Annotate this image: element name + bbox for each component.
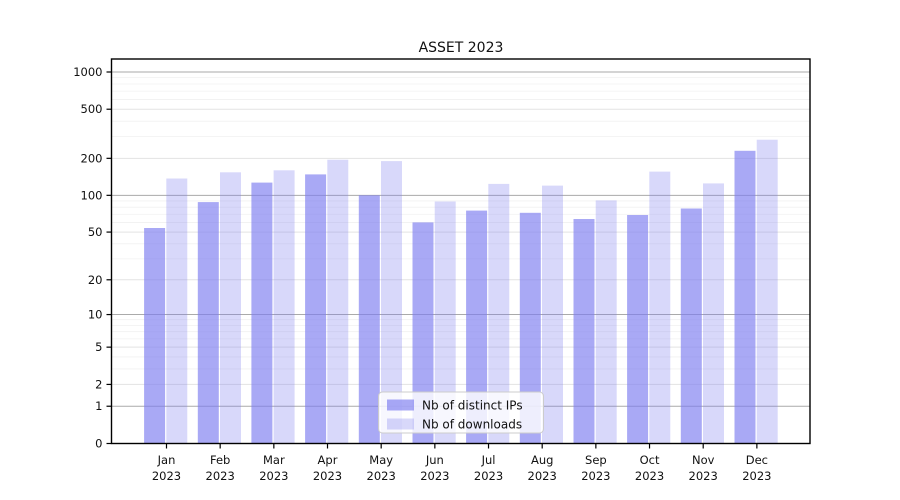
bar-distinct-ips-dec (734, 150, 756, 444)
y-tick-label: 1 (95, 399, 102, 413)
bar-distinct-ips-aug (519, 212, 541, 444)
bar-downloads-jul (488, 183, 510, 444)
y-tick-label: 10 (88, 308, 103, 322)
x-tick-label: Apr 2023 (313, 453, 342, 483)
legend-box (378, 391, 544, 434)
legend-label-downloads: Nb of downloads (422, 418, 522, 432)
bar-downloads-nov (703, 183, 724, 444)
bar-downloads-aug (542, 185, 563, 444)
legend-label-distinct-ips: Nb of distinct IPs (422, 399, 523, 413)
legend-swatch-distinct-ips (387, 399, 414, 411)
x-tick-label: Aug 2023 (528, 453, 557, 483)
y-tick-label: 5 (95, 340, 102, 354)
bar-distinct-ips-may (358, 195, 380, 444)
bar-distinct-ips-jul (466, 210, 488, 444)
x-tick-label: Dec 2023 (742, 453, 771, 483)
y-tick-label: 200 (81, 151, 103, 165)
bar-distinct-ips-nov (680, 208, 702, 444)
chart-title: ASSET 2023 (419, 40, 504, 56)
y-tick-label: 50 (88, 225, 103, 239)
y-tick-label: 2 (95, 377, 102, 391)
bar-downloads-sep (595, 200, 617, 444)
x-tick-label: Mar 2023 (259, 453, 288, 483)
y-tick-label: 100 (81, 188, 103, 202)
x-tick-label: Nov 2023 (689, 453, 718, 483)
bar-distinct-ips-oct (627, 215, 649, 444)
bar-downloads-mar (273, 170, 295, 444)
bar-downloads-may (381, 161, 402, 444)
bar-downloads-dec (756, 139, 778, 444)
x-tick-label: Jun 2023 (420, 453, 449, 483)
bar-distinct-ips-mar (251, 182, 273, 444)
y-tick-label: 1000 (73, 65, 102, 79)
bar-distinct-ips-sep (573, 219, 595, 444)
x-tick-label: May 2023 (367, 453, 396, 483)
legend-swatch-downloads (387, 418, 414, 430)
y-tick-label: 500 (81, 102, 103, 116)
plot-border (110, 58, 811, 445)
y-tick-label: 20 (88, 273, 103, 287)
x-tick-label: Feb 2023 (206, 453, 235, 483)
bar-downloads-apr (327, 159, 349, 444)
y-tick-label: 0 (95, 437, 102, 451)
bars (144, 139, 778, 444)
axis-ticks-and-labels: 0 1 2 5 10 20 50 100 200 500 1000 Jan 2023 Feb 2023 Mar… (73, 65, 771, 483)
x-tick-label: Sep 2023 (581, 453, 610, 483)
bar-distinct-ips-apr (305, 174, 327, 444)
x-tick-label: Jan 2023 (152, 453, 181, 483)
bar-distinct-ips-feb (197, 202, 219, 444)
bar-distinct-ips-jun (412, 222, 434, 444)
bar-downloads-jan (166, 178, 188, 444)
bar-downloads-feb (220, 172, 241, 444)
bar-downloads-jun (434, 201, 456, 444)
bar-downloads-oct (649, 171, 671, 444)
x-tick-label: Oct 2023 (635, 453, 664, 483)
legend: Nb of distinct IPs Nb of downloads (378, 391, 544, 434)
bar-distinct-ips-jan (144, 228, 166, 444)
x-tick-label: Jul 2023 (474, 453, 503, 483)
